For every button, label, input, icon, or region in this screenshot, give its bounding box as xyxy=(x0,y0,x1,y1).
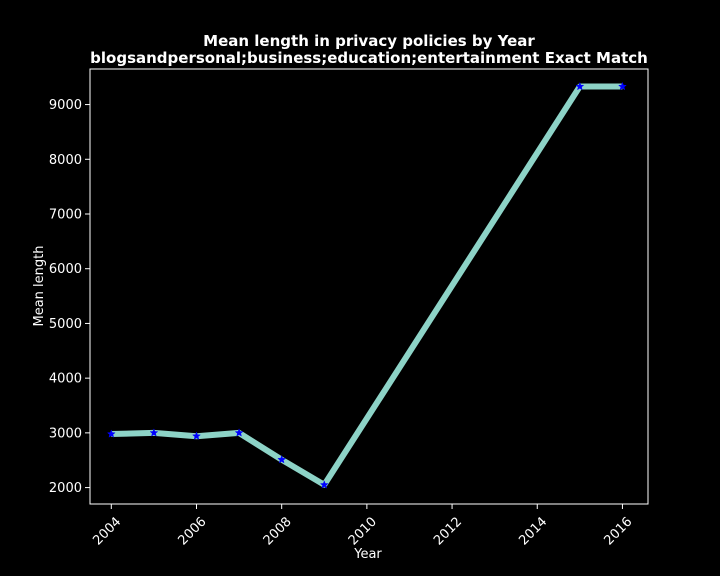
y-tick-label: 9000 xyxy=(49,98,82,113)
y-tick-label: 3000 xyxy=(49,426,82,441)
data-point-marker xyxy=(575,81,585,91)
y-tick-label: 6000 xyxy=(49,262,82,277)
y-tick-label: 2000 xyxy=(49,481,82,496)
series-line xyxy=(111,83,623,488)
data-point-marker xyxy=(106,429,116,438)
y-tick-label: 8000 xyxy=(49,153,82,168)
y-axis-label: Mean length xyxy=(32,246,47,327)
data-point-marker xyxy=(617,81,627,91)
x-axis-label: Year xyxy=(353,547,382,562)
chart-subtitle: blogsandpersonal;business;education;ente… xyxy=(90,49,648,67)
data-point-marker xyxy=(277,454,287,464)
y-tick-label: 7000 xyxy=(49,208,82,223)
data-point-marker xyxy=(149,428,159,437)
data-point-marker xyxy=(234,428,244,437)
y-tick-label: 4000 xyxy=(49,372,82,387)
data-point-marker xyxy=(192,431,201,440)
chart-title: Mean length in privacy policies by Year xyxy=(203,32,535,50)
y-tick-label: 5000 xyxy=(49,317,82,332)
data-point-marker xyxy=(319,480,329,489)
plot-frame xyxy=(89,68,649,505)
